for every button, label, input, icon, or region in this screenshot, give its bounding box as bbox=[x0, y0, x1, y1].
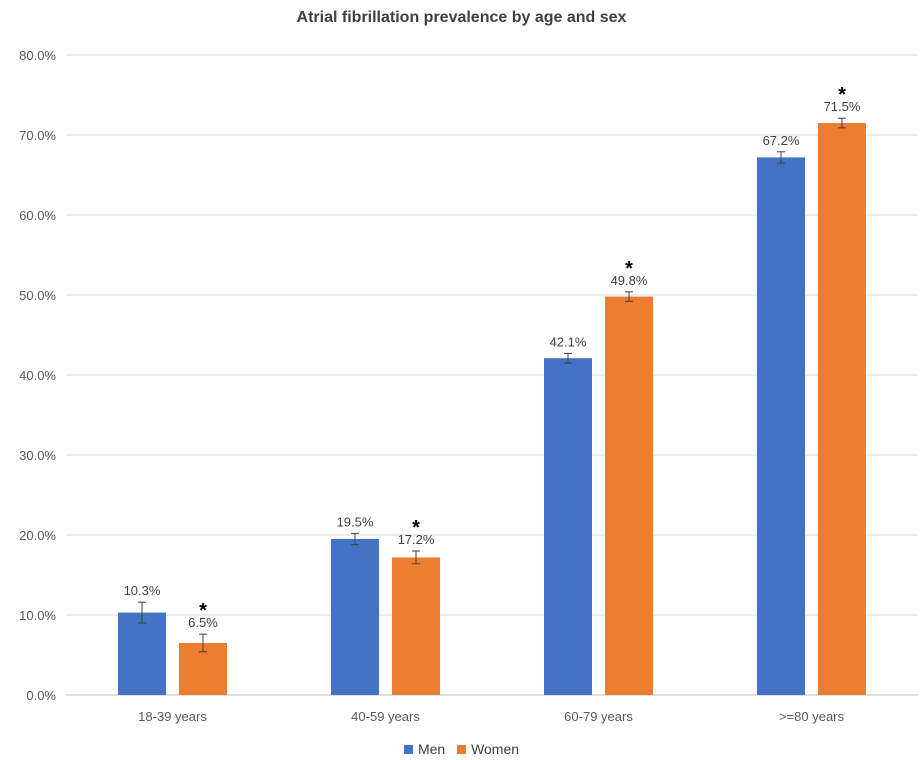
bar-women bbox=[605, 296, 653, 695]
data-label: 19.5% bbox=[337, 514, 374, 529]
data-label: 17.2% bbox=[398, 532, 435, 547]
legend-swatch-women bbox=[457, 745, 467, 754]
data-label: 6.5% bbox=[188, 615, 218, 630]
legend-item-women[interactable]: Women bbox=[457, 741, 519, 757]
y-tick-label: 70.0% bbox=[19, 128, 56, 143]
y-tick-label: 10.0% bbox=[19, 608, 56, 623]
data-label: 10.3% bbox=[124, 583, 161, 598]
y-tick-label: 20.0% bbox=[19, 528, 56, 543]
significance-marker: * bbox=[625, 258, 633, 280]
bar-men bbox=[331, 539, 379, 695]
y-tick-label: 40.0% bbox=[19, 368, 56, 383]
significance-marker: * bbox=[838, 84, 846, 106]
y-tick-label: 80.0% bbox=[19, 48, 56, 63]
bar-men bbox=[544, 358, 592, 695]
legend-item-men[interactable]: Men bbox=[403, 741, 446, 757]
y-tick-label: 0.0% bbox=[26, 688, 56, 703]
legend-label-men: Men bbox=[417, 741, 446, 757]
x-tick-label: 40-59 years bbox=[351, 709, 420, 724]
data-label: 49.8% bbox=[611, 273, 648, 288]
bar-men bbox=[118, 612, 166, 695]
x-tick-label: >=80 years bbox=[779, 709, 845, 724]
x-tick-label: 60-79 years bbox=[564, 709, 633, 724]
significance-marker: * bbox=[412, 517, 420, 539]
significance-marker: * bbox=[199, 600, 207, 622]
y-tick-label: 60.0% bbox=[19, 208, 56, 223]
data-label: 71.5% bbox=[824, 99, 861, 114]
x-tick-label: 18-39 years bbox=[138, 709, 207, 724]
bar-women bbox=[392, 557, 440, 695]
legend: Men Women bbox=[0, 741, 923, 757]
bar-chart: 0.0% 10.0% 20.0% 30.0% 40.0% 50.0% 60.0% 70.0% 8… bbox=[19, 48, 918, 724]
data-label: 67.2% bbox=[763, 133, 800, 148]
y-tick-label: 50.0% bbox=[19, 288, 56, 303]
bar-men bbox=[757, 157, 805, 695]
data-label: 42.1% bbox=[550, 334, 587, 349]
legend-swatch-men bbox=[403, 745, 413, 754]
bar-women bbox=[818, 123, 866, 695]
legend-label-women: Women bbox=[471, 741, 520, 757]
chart-title: Atrial fibrillation prevalence by age an… bbox=[296, 9, 627, 26]
y-tick-label: 30.0% bbox=[19, 448, 56, 463]
